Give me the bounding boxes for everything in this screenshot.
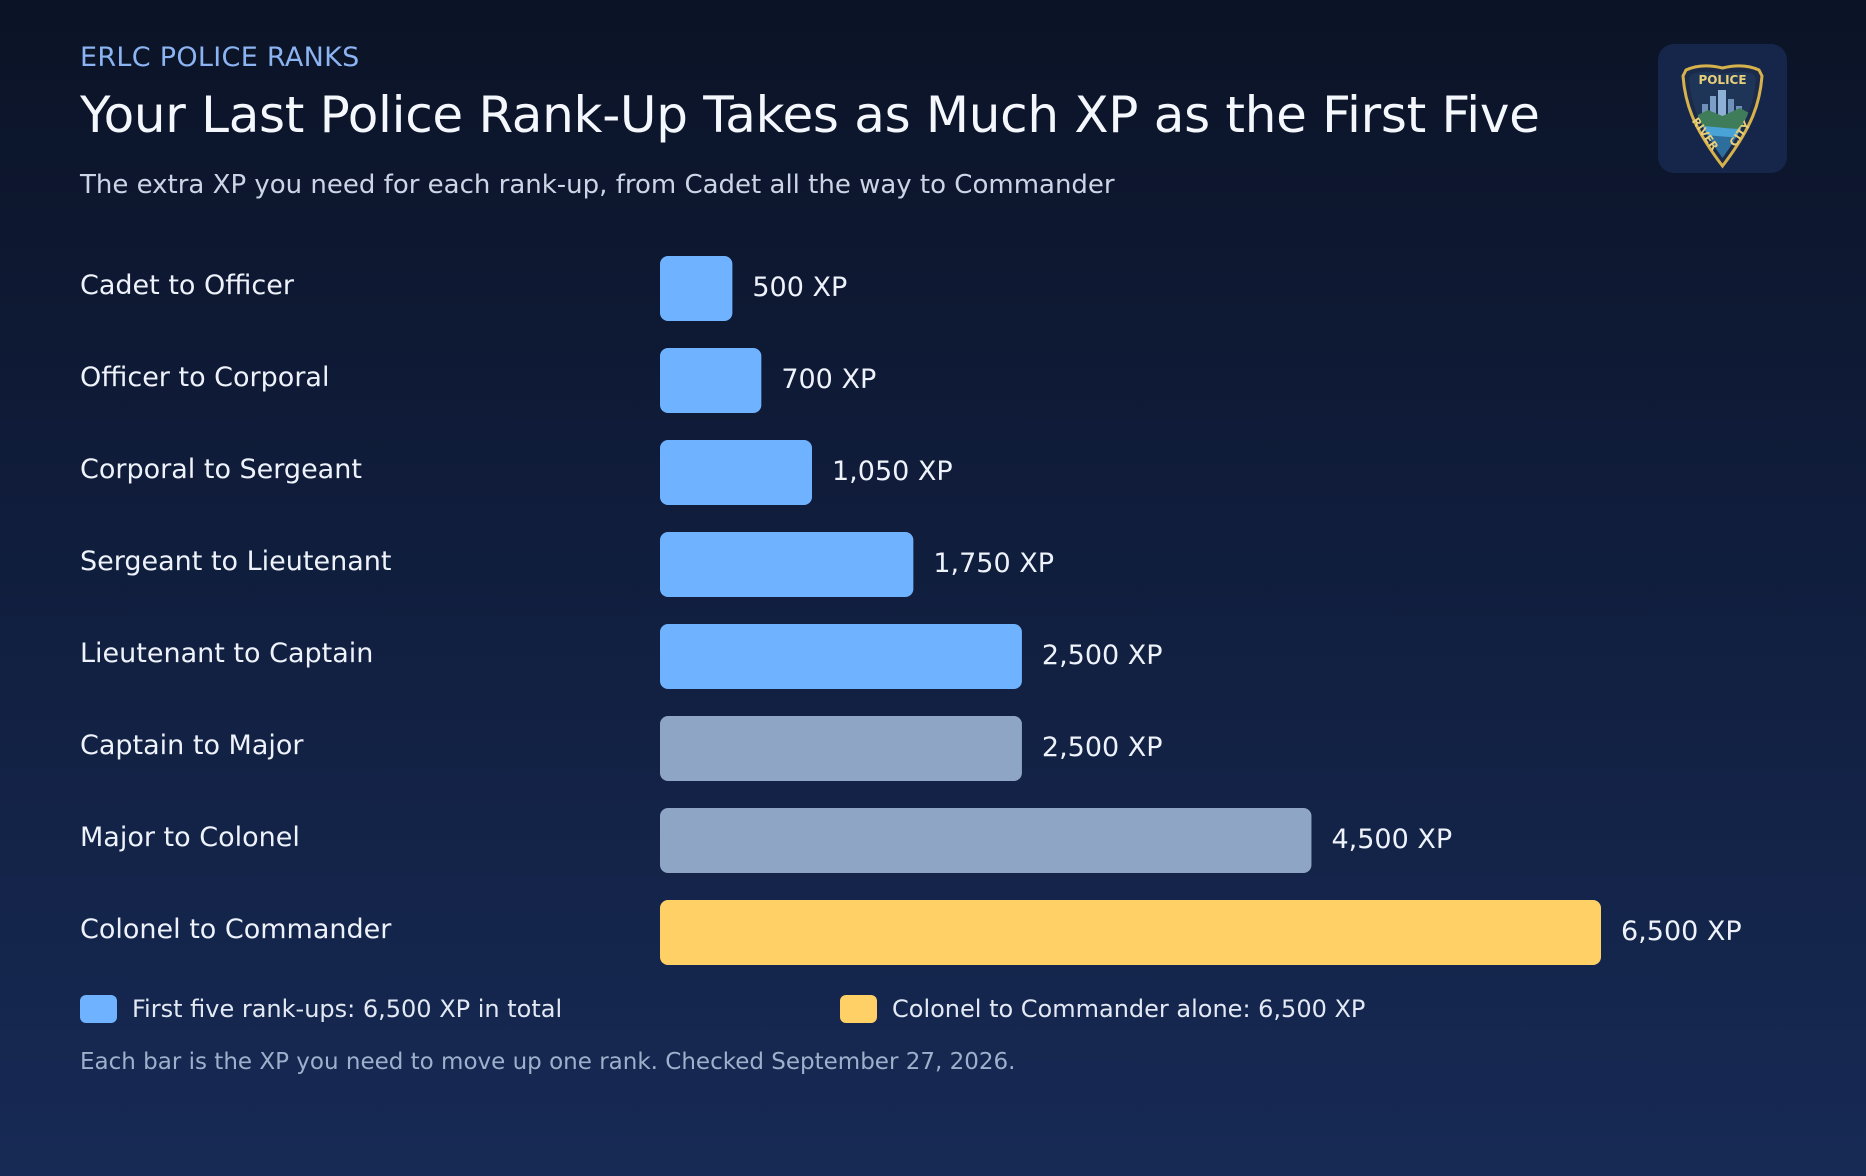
value-label: 4,500 XP: [1331, 824, 1452, 855]
police-logo-badge: POLICE RIVER CITY: [1658, 44, 1787, 173]
value-label: 2,500 XP: [1042, 640, 1163, 671]
chart-footnote: Each bar is the XP you need to move up o…: [80, 1049, 1016, 1075]
bar: [660, 256, 733, 321]
category-label: Corporal to Sergeant: [80, 454, 362, 485]
value-label: 1,750 XP: [933, 548, 1054, 579]
legend-swatch-first-five: [80, 995, 117, 1023]
category-label: Officer to Corporal: [80, 362, 329, 393]
bar: [660, 624, 1022, 689]
category-label: Lieutenant to Captain: [80, 638, 373, 669]
value-label: 700 XP: [781, 364, 876, 395]
category-label: Colonel to Commander: [80, 914, 392, 945]
category-label: Captain to Major: [80, 730, 304, 761]
police-shield-icon: POLICE RIVER CITY: [1681, 64, 1764, 169]
legend-item-final: Colonel to Commander alone: 6,500 XP: [840, 994, 1365, 1024]
legend-item-first-five: First five rank-ups: 6,500 XP in total: [80, 994, 562, 1024]
logo-top-text: POLICE: [1698, 73, 1746, 87]
value-label: 2,500 XP: [1042, 732, 1163, 763]
value-label: 1,050 XP: [832, 456, 953, 487]
bar: [660, 532, 914, 597]
category-label: Major to Colonel: [80, 822, 300, 853]
chart-kicker: ERLC POLICE RANKS: [80, 42, 360, 73]
value-label: 6,500 XP: [1621, 916, 1742, 947]
bar: [660, 348, 762, 413]
chart-title: Your Last Police Rank-Up Takes as Much X…: [80, 86, 1540, 144]
bar: [660, 440, 813, 505]
legend-swatch-final: [840, 995, 877, 1023]
category-label: Sergeant to Lieutenant: [80, 546, 391, 577]
bar: [660, 808, 1312, 873]
chart-subtitle: The extra XP you need for each rank-up, …: [80, 170, 1115, 200]
bar: [660, 716, 1022, 781]
value-label: 500 XP: [752, 272, 847, 303]
category-label: Cadet to Officer: [80, 270, 295, 301]
legend-label-final: Colonel to Commander alone: 6,500 XP: [892, 995, 1366, 1023]
bar: [660, 900, 1601, 965]
legend-label-first-five: First five rank-ups: 6,500 XP in total: [132, 995, 563, 1023]
